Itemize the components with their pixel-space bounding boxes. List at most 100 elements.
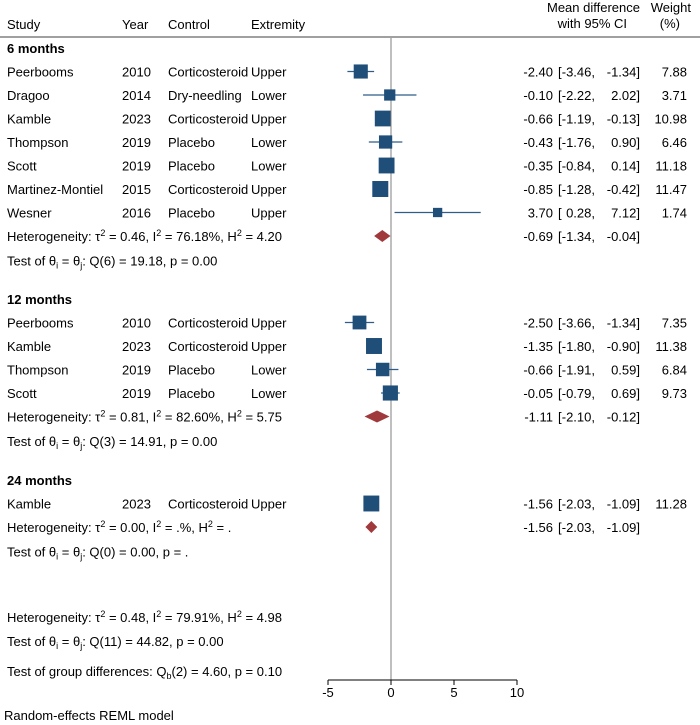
study-row-bracket: [ <box>558 339 562 354</box>
study-row-year: 2023 <box>122 112 151 127</box>
subgroup-test-row: Test of θi = θj: Q(0) = 0.00, p = . <box>7 545 188 562</box>
study-row-extremity: Upper <box>251 182 287 197</box>
study-row-weight: 7.35 <box>662 316 687 331</box>
pooled-row-md: -1.11 <box>524 410 553 425</box>
pooled-row-bracket: [ <box>558 410 562 425</box>
pooled-diamond <box>364 410 390 423</box>
study-row-extremity: Lower <box>251 135 287 150</box>
study-row-weight: 11.38 <box>655 339 687 354</box>
column-header-weight-line1: Weight <box>651 0 692 15</box>
column-header-effect-line1: Mean difference <box>547 0 640 15</box>
study-row-control: Corticosteroid <box>168 112 248 127</box>
pooled-diamond <box>374 230 391 242</box>
study-row-md: -2.50 <box>523 316 553 331</box>
study-row-bracket: [ <box>558 135 562 150</box>
study-row-lo: 0.28, <box>566 206 595 221</box>
study-row-lo: -0.79, <box>562 386 595 401</box>
column-header-extremity: Extremity <box>251 17 306 32</box>
effect-box <box>432 207 443 218</box>
study-row-bracket: [ <box>558 112 562 127</box>
study-row-weight: 6.84 <box>662 363 687 378</box>
pooled-row-bracket: [ <box>558 520 562 535</box>
pooled-row-lo: -2.10, <box>562 410 595 425</box>
study-row-bracket: [ <box>558 159 562 174</box>
study-row-name: Peerbooms <box>7 65 74 80</box>
study-row-bracket: [ <box>558 497 562 512</box>
study-row-md: -0.05 <box>523 386 553 401</box>
study-row-hi: -1.09] <box>607 497 640 512</box>
study-row-lo: -2.22, <box>562 88 595 103</box>
study-row-hi: 7.12] <box>611 206 640 221</box>
study-row-control: Placebo <box>168 386 215 401</box>
study-row-weight: 9.73 <box>662 386 687 401</box>
study-row-bracket: [ <box>558 386 562 401</box>
study-row-extremity: Lower <box>251 386 287 401</box>
study-row-lo: -3.66, <box>562 316 595 331</box>
study-row-control: Corticosteroid <box>168 182 248 197</box>
study-row-control: Corticosteroid <box>168 497 248 512</box>
model-note: Random-effects REML model <box>4 708 174 723</box>
study-row-lo: -1.19, <box>562 112 595 127</box>
study-row-year: 2019 <box>122 135 151 150</box>
study-row-hi: -0.13] <box>607 112 640 127</box>
study-row-control: Placebo <box>168 363 215 378</box>
study-row-weight: 1.74 <box>662 206 687 221</box>
study-row-year: 2023 <box>122 339 151 354</box>
heterogeneity-row: Heterogeneity: τ2 = 0.00, I2 = .%, H2 = … <box>7 519 231 535</box>
study-row-lo: -1.28, <box>562 182 595 197</box>
study-row-extremity: Upper <box>251 206 287 221</box>
study-row-name: Martinez-Montiel <box>7 182 103 197</box>
study-row-extremity: Upper <box>251 316 287 331</box>
study-row-name: Kamble <box>7 112 51 127</box>
effect-box <box>384 89 396 101</box>
study-row-weight: 6.46 <box>662 135 687 150</box>
study-row-control: Corticosteroid <box>168 316 248 331</box>
study-row-control: Placebo <box>168 135 215 150</box>
pooled-row-lo: -1.34, <box>562 229 595 244</box>
study-row-hi: 0.14] <box>611 159 640 174</box>
pooled-row-hi: -0.12] <box>607 410 640 425</box>
study-row-hi: -0.42] <box>607 182 640 197</box>
study-row-extremity: Upper <box>251 112 287 127</box>
study-row-year: 2023 <box>122 497 151 512</box>
subgroup-test-row: Test of θi = θj: Q(3) = 14.91, p = 0.00 <box>7 434 217 451</box>
study-row-control: Placebo <box>168 159 215 174</box>
x-tick-label: 10 <box>510 685 524 700</box>
study-row-year: 2019 <box>122 386 151 401</box>
study-row-year: 2014 <box>122 88 151 103</box>
study-row-lo: -1.91, <box>562 363 595 378</box>
study-row-md: -2.40 <box>523 65 553 80</box>
pooled-row-md: -1.56 <box>523 520 553 535</box>
study-row-name: Thompson <box>7 135 68 150</box>
study-row-md: -0.85 <box>523 182 553 197</box>
column-header-control: Control <box>168 17 210 32</box>
study-row-bracket: [ <box>558 65 562 80</box>
study-row-weight: 11.18 <box>655 159 687 174</box>
study-row-control: Placebo <box>168 206 215 221</box>
x-tick-label: 0 <box>387 685 394 700</box>
study-row-lo: -2.03, <box>562 497 595 512</box>
study-row-extremity: Upper <box>251 339 287 354</box>
subgroup-label: 6 months <box>7 41 65 56</box>
overall-test-row: Test of θi = θj: Q(11) = 44.82, p = 0.00 <box>7 634 224 651</box>
column-header-study: Study <box>7 17 41 32</box>
heterogeneity-row: Heterogeneity: τ2 = 0.46, I2 = 76.18%, H… <box>7 228 282 244</box>
study-row-name: Scott <box>7 159 37 174</box>
pooled-row-lo: -2.03, <box>562 520 595 535</box>
study-row-bracket: [ <box>558 316 562 331</box>
study-row-year: 2019 <box>122 363 151 378</box>
pooled-row-md: -0.69 <box>523 229 553 244</box>
study-row-md: -0.10 <box>523 88 553 103</box>
heterogeneity-row: Heterogeneity: τ2 = 0.81, I2 = 82.60%, H… <box>7 409 282 425</box>
study-row-md: -0.66 <box>523 112 553 127</box>
effect-box <box>382 385 398 401</box>
study-row-md: -1.56 <box>523 497 553 512</box>
study-row-extremity: Lower <box>251 88 287 103</box>
study-row-md: -0.35 <box>523 159 553 174</box>
subgroup-label: 12 months <box>7 292 72 307</box>
study-row-hi: 2.02] <box>611 88 640 103</box>
column-header-weight-line2: (%) <box>660 16 680 31</box>
study-row-bracket: [ <box>558 182 562 197</box>
study-row-name: Dragoo <box>7 88 50 103</box>
